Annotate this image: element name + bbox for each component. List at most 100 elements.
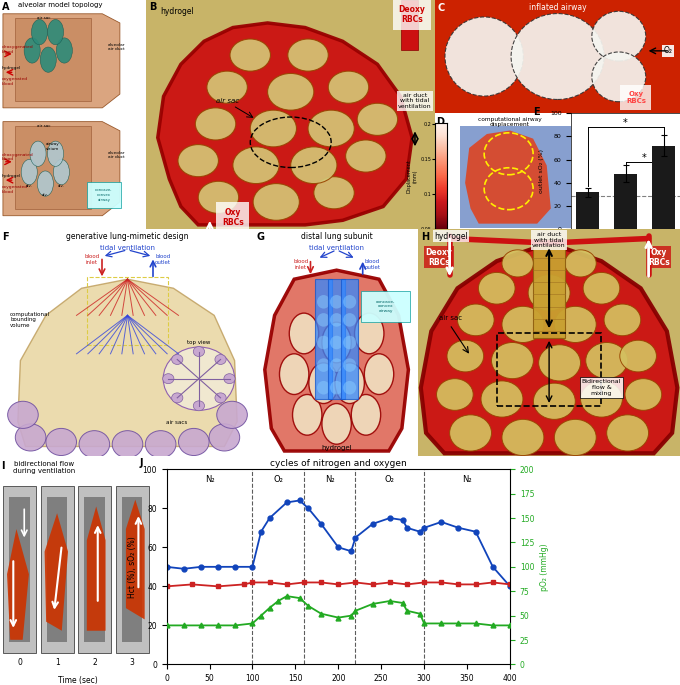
Text: Deoxy
RBCs: Deoxy RBCs — [398, 5, 426, 24]
Circle shape — [328, 71, 369, 103]
Text: oxygenated
blood: oxygenated blood — [1, 77, 28, 86]
Text: deoxygenated
blood: deoxygenated blood — [1, 153, 33, 162]
Bar — [652, 146, 675, 229]
Text: alveolar
air duct: alveolar air duct — [108, 42, 126, 51]
Ellipse shape — [343, 313, 356, 327]
Ellipse shape — [343, 336, 356, 349]
Ellipse shape — [317, 295, 330, 308]
Polygon shape — [7, 529, 29, 640]
Text: air sacs: air sacs — [166, 420, 187, 425]
Text: J: J — [139, 458, 143, 467]
X-axis label: Flow Rate (μL/min): Flow Rate (μL/min) — [596, 250, 655, 255]
Text: *: * — [642, 153, 647, 163]
Circle shape — [178, 428, 209, 456]
Bar — [614, 173, 637, 229]
Text: inflated airway: inflated airway — [529, 3, 586, 12]
Circle shape — [171, 393, 183, 403]
Text: hydrogel: hydrogel — [434, 232, 468, 240]
Bar — [41, 486, 73, 653]
Circle shape — [24, 38, 40, 63]
Bar — [47, 497, 67, 642]
Text: air sac: air sac — [216, 98, 239, 104]
Text: tidal ventilation: tidal ventilation — [100, 245, 155, 251]
Circle shape — [21, 160, 37, 185]
Y-axis label: Hct (%), sO₂ (%): Hct (%), sO₂ (%) — [128, 536, 137, 598]
Polygon shape — [18, 279, 237, 447]
Polygon shape — [341, 279, 358, 399]
Bar — [122, 497, 142, 642]
Text: tidal ventilation: tidal ventilation — [309, 245, 364, 251]
Circle shape — [533, 383, 575, 419]
Text: N₂: N₂ — [325, 475, 335, 484]
Text: air sac: air sac — [37, 16, 50, 20]
Circle shape — [53, 160, 69, 185]
Circle shape — [583, 273, 619, 304]
Text: generative lung-mimetic design: generative lung-mimetic design — [66, 232, 189, 240]
Circle shape — [308, 110, 354, 147]
Text: air sac: air sac — [439, 315, 462, 321]
Y-axis label: outlet sO₂ (%): outlet sO₂ (%) — [539, 149, 544, 193]
Polygon shape — [87, 506, 105, 631]
Circle shape — [15, 424, 46, 451]
Circle shape — [502, 419, 544, 456]
Text: O₂: O₂ — [664, 47, 673, 55]
Text: H: H — [421, 232, 429, 242]
Polygon shape — [158, 23, 412, 225]
Polygon shape — [3, 122, 120, 216]
Polygon shape — [465, 130, 551, 223]
Ellipse shape — [343, 358, 356, 372]
Circle shape — [364, 354, 394, 395]
Polygon shape — [126, 499, 145, 619]
Text: blood
inlet: blood inlet — [293, 259, 308, 270]
Polygon shape — [421, 247, 677, 453]
Text: F: F — [3, 232, 9, 242]
Ellipse shape — [330, 358, 343, 372]
Circle shape — [357, 103, 398, 136]
Text: concave,
convex
airway: concave, convex airway — [95, 188, 113, 201]
Polygon shape — [328, 279, 345, 399]
Text: E: E — [533, 108, 540, 117]
Circle shape — [607, 415, 649, 451]
Text: D: D — [437, 116, 445, 127]
Text: air duct
with tidal
ventilation: air duct with tidal ventilation — [398, 92, 432, 110]
Text: computational
bounding
volume: computational bounding volume — [10, 312, 50, 328]
Circle shape — [288, 39, 328, 71]
Title: cycles of nitrogen and oxygen: cycles of nitrogen and oxygen — [270, 460, 407, 469]
Circle shape — [215, 355, 226, 364]
Text: 1: 1 — [54, 658, 59, 667]
Text: oxygenated
blood: oxygenated blood — [1, 185, 28, 194]
Circle shape — [492, 342, 533, 379]
Circle shape — [215, 393, 226, 403]
Circle shape — [48, 19, 64, 45]
Ellipse shape — [592, 12, 646, 61]
Text: hydrogel: hydrogel — [1, 173, 21, 177]
Circle shape — [447, 340, 483, 372]
Text: Oxy
RBCs: Oxy RBCs — [222, 208, 243, 227]
Bar — [78, 486, 111, 653]
Circle shape — [309, 363, 338, 403]
Circle shape — [458, 304, 494, 336]
Ellipse shape — [317, 358, 330, 372]
Text: airway
strium: airway strium — [46, 142, 60, 151]
Text: air sac: air sac — [37, 124, 50, 128]
Circle shape — [250, 110, 296, 147]
Ellipse shape — [317, 313, 330, 327]
Ellipse shape — [330, 336, 343, 349]
Text: A: A — [1, 2, 9, 12]
Text: alveolar model topology: alveolar model topology — [18, 2, 102, 8]
Text: Oxy
RBCs: Oxy RBCs — [626, 91, 646, 104]
Text: alveolar
air duct: alveolar air duct — [108, 151, 126, 159]
Bar — [3, 486, 36, 653]
Circle shape — [195, 108, 236, 140]
Text: Oxy
RBCs: Oxy RBCs — [648, 247, 670, 267]
Circle shape — [217, 401, 248, 428]
Text: hydrogel: hydrogel — [160, 7, 194, 16]
Circle shape — [253, 184, 299, 221]
Polygon shape — [316, 279, 332, 399]
Circle shape — [354, 313, 384, 354]
FancyBboxPatch shape — [361, 290, 410, 322]
Circle shape — [437, 379, 473, 410]
Circle shape — [163, 374, 174, 384]
Bar — [496, 334, 602, 406]
Circle shape — [625, 379, 662, 410]
